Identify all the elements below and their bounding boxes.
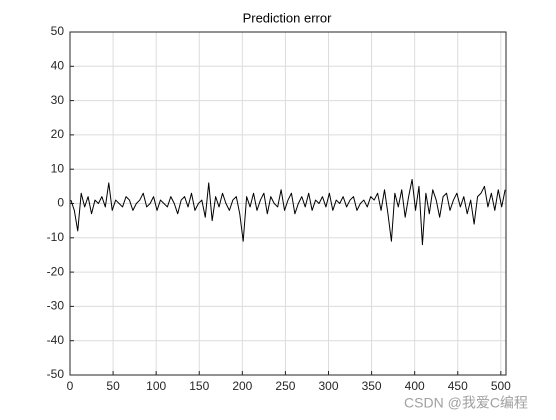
x-tick-label: 50 <box>106 379 120 393</box>
y-tick-label: -40 <box>47 333 65 347</box>
x-tick-label: 500 <box>491 379 511 393</box>
x-tick-label: 300 <box>318 379 338 393</box>
chart-title: Prediction error <box>243 10 333 25</box>
y-tick-label: -10 <box>47 230 65 244</box>
y-tick-label: -30 <box>47 299 65 313</box>
x-tick-label: 150 <box>189 379 209 393</box>
y-tick-label: 20 <box>51 127 65 141</box>
x-tick-label: 250 <box>275 379 295 393</box>
y-tick-label: -50 <box>47 367 65 381</box>
x-tick-label: 0 <box>67 379 74 393</box>
line <box>70 178 506 246</box>
x-tick-label: 450 <box>448 379 468 393</box>
y-tick-label: 10 <box>51 161 65 175</box>
y-tick-label: 30 <box>51 93 65 107</box>
y-tick-label: 50 <box>51 24 65 38</box>
y-tick-label: -20 <box>47 264 65 278</box>
plot <box>70 178 506 246</box>
watermark: CSDN @我爱C编程 <box>404 395 528 411</box>
x-tick-label: 200 <box>232 379 252 393</box>
axes-box <box>69 31 507 376</box>
grid <box>69 31 506 376</box>
x-tick-label: 350 <box>362 379 382 393</box>
y-tick-label: 0 <box>57 196 64 210</box>
y-tick-label: 40 <box>51 58 65 72</box>
x-tick-label: 400 <box>405 379 425 393</box>
x-tick-label: 100 <box>146 379 166 393</box>
